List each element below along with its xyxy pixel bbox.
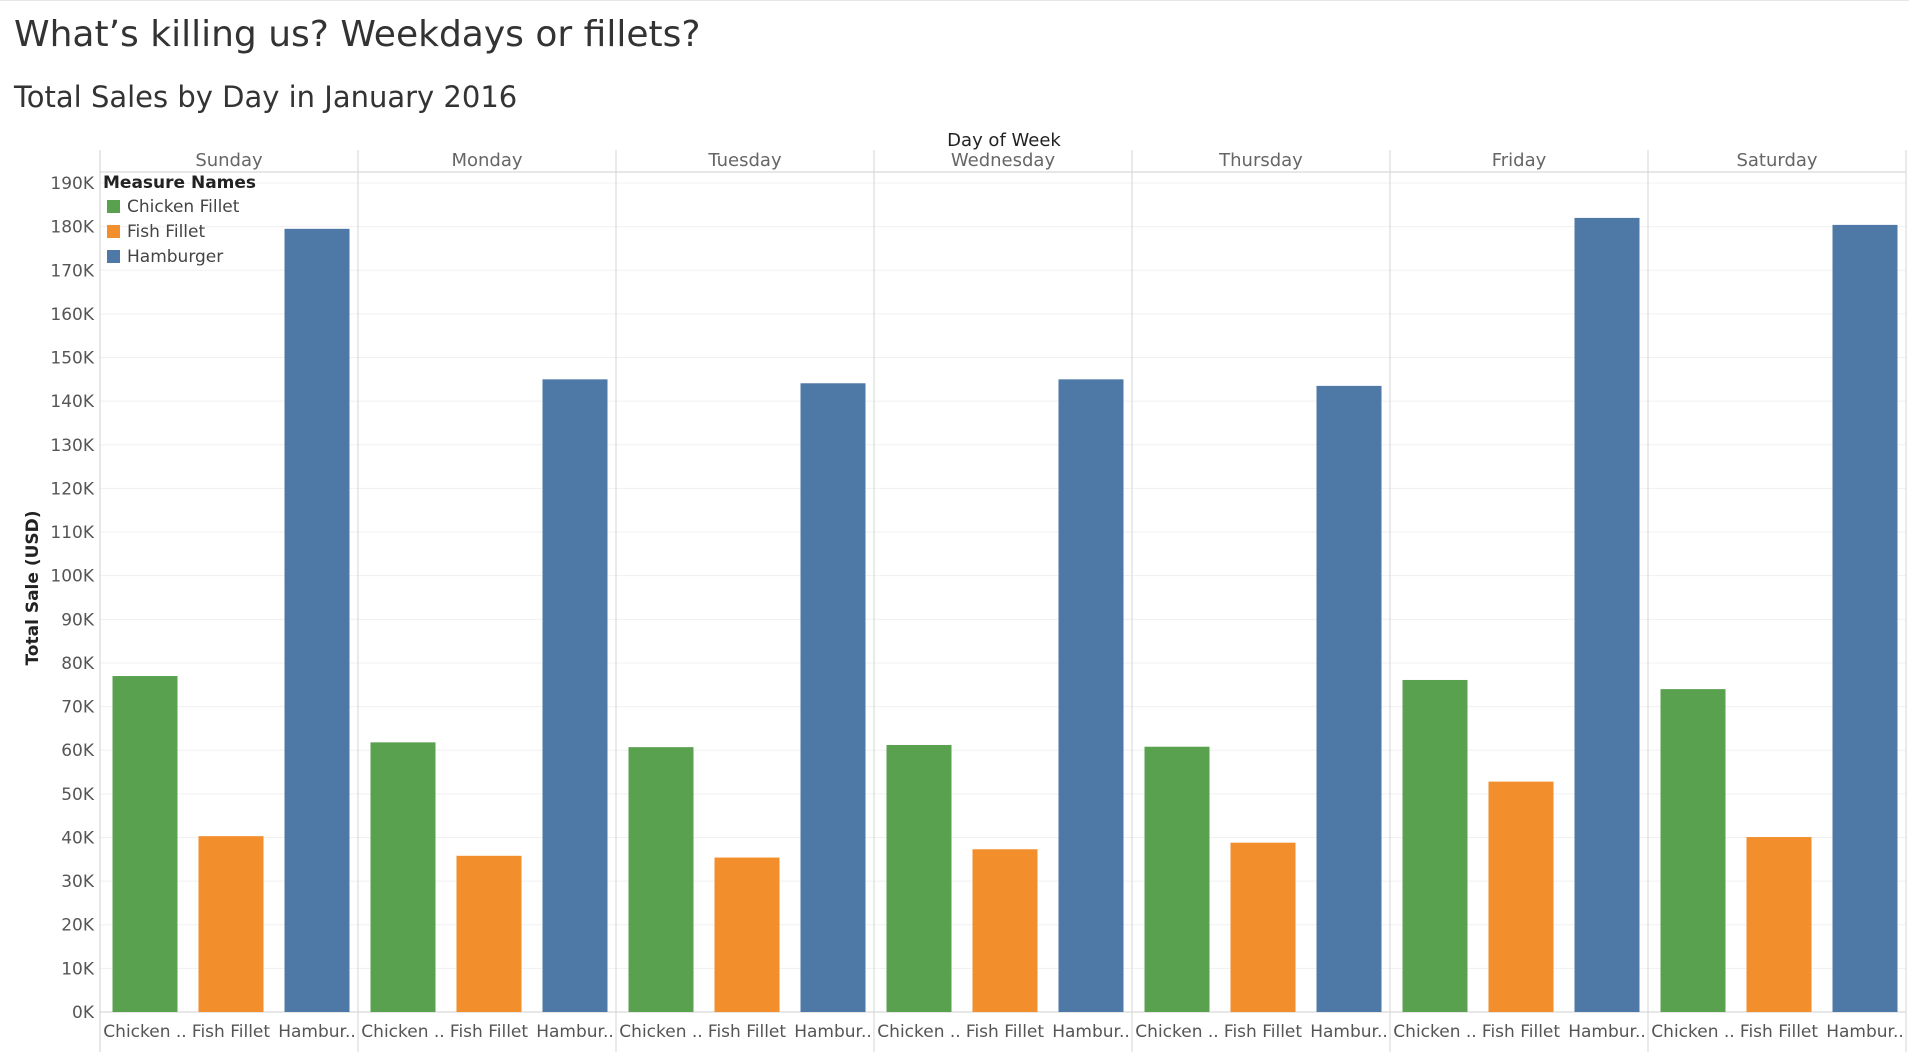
y-tick-label: 100K: [50, 567, 94, 587]
bar-category-label: Hambur..: [1826, 1022, 1904, 1042]
y-tick-label: 60K: [61, 741, 95, 761]
bar-category-label: Hambur..: [794, 1022, 872, 1042]
day-header: Wednesday: [951, 150, 1056, 171]
dashboard-title: What’s killing us? Weekdays or fillets?: [14, 14, 701, 55]
top-divider: [0, 0, 1909, 1]
y-tick-label: 150K: [50, 349, 94, 369]
y-tick-label: 190K: [50, 174, 94, 194]
day-header: Thursday: [1218, 150, 1303, 171]
y-tick-label: 0K: [72, 1003, 95, 1023]
bar-hamburger[interactable]: [542, 379, 608, 1012]
bar-chicken-fillet[interactable]: [886, 744, 952, 1012]
bar-hamburger[interactable]: [800, 383, 866, 1013]
y-tick-label: 80K: [61, 654, 95, 674]
bar-chicken-fillet[interactable]: [1402, 679, 1468, 1012]
day-header: Saturday: [1736, 150, 1817, 171]
bar-category-label: Hambur..: [278, 1022, 356, 1042]
bar-category-label: Chicken ..: [619, 1022, 702, 1042]
bar-fish-fillet[interactable]: [714, 857, 780, 1012]
bar-category-label: Fish Fillet: [1224, 1022, 1302, 1042]
y-tick-label: 20K: [61, 916, 95, 936]
day-header: Tuesday: [707, 150, 782, 171]
bar-category-label: Chicken ..: [1135, 1022, 1218, 1042]
bar-category-label: Chicken ..: [361, 1022, 444, 1042]
bar-category-label: Fish Fillet: [708, 1022, 786, 1042]
bar-category-label: Fish Fillet: [1740, 1022, 1818, 1042]
bar-category-label: Chicken ..: [1393, 1022, 1476, 1042]
bar-hamburger[interactable]: [284, 228, 350, 1012]
y-tick-label: 130K: [50, 436, 94, 456]
day-header: Monday: [451, 150, 522, 171]
y-tick-label: 120K: [50, 479, 94, 499]
bar-hamburger[interactable]: [1574, 217, 1640, 1012]
bar-category-label: Fish Fillet: [966, 1022, 1044, 1042]
bar-fish-fillet[interactable]: [972, 849, 1038, 1012]
bar-category-label: Hambur..: [1568, 1022, 1646, 1042]
y-tick-label: 30K: [61, 872, 95, 892]
y-tick-label: 40K: [61, 828, 95, 848]
bar-fish-fillet[interactable]: [1488, 781, 1554, 1012]
bar-category-label: Fish Fillet: [1482, 1022, 1560, 1042]
bar-fish-fillet[interactable]: [1230, 842, 1296, 1012]
bar-category-label: Fish Fillet: [450, 1022, 528, 1042]
legend-swatch: [107, 225, 120, 238]
y-tick-label: 110K: [50, 523, 94, 543]
bar-hamburger[interactable]: [1832, 224, 1898, 1012]
legend-swatch: [107, 200, 120, 213]
legend-swatch: [107, 250, 120, 263]
legend-item-label[interactable]: Fish Fillet: [127, 222, 205, 242]
bar-category-label: Hambur..: [536, 1022, 614, 1042]
chart-subtitle: Total Sales by Day in January 2016: [14, 80, 518, 114]
bar-hamburger[interactable]: [1058, 379, 1124, 1012]
day-header: Sunday: [195, 150, 263, 171]
y-axis-label: Total Sale (USD): [23, 510, 43, 665]
legend: Measure Names Chicken Fillet Fish Fillet Ha…: [103, 173, 256, 267]
y-tick-label: 50K: [61, 785, 95, 805]
bar-category-label: Chicken ..: [877, 1022, 960, 1042]
bar-chicken-fillet[interactable]: [112, 676, 178, 1012]
y-tick-label: 160K: [50, 305, 94, 325]
bar-hamburger[interactable]: [1316, 385, 1382, 1012]
bar-category-label: Chicken ..: [103, 1022, 186, 1042]
bar-category-label: Hambur..: [1052, 1022, 1130, 1042]
bar-fish-fillet[interactable]: [1746, 837, 1812, 1012]
bar-category-label: Chicken ..: [1651, 1022, 1734, 1042]
y-tick-label: 140K: [50, 392, 94, 412]
bar-chicken-fillet[interactable]: [1660, 689, 1726, 1012]
bar-category-label: Hambur..: [1310, 1022, 1388, 1042]
day-header: Friday: [1492, 150, 1547, 171]
column-header-label: Day of Week: [947, 130, 1061, 151]
bar-chicken-fillet[interactable]: [628, 747, 694, 1012]
legend-title: Measure Names: [103, 173, 256, 193]
y-tick-label: 180K: [50, 218, 94, 238]
y-tick-label: 170K: [50, 261, 94, 281]
y-tick-label: 90K: [61, 610, 95, 630]
bar-category-label: Fish Fillet: [192, 1022, 270, 1042]
bar-chicken-fillet[interactable]: [1144, 746, 1210, 1012]
y-tick-label: 10K: [61, 959, 95, 979]
legend-item-label[interactable]: Chicken Fillet: [127, 197, 240, 217]
bar-chicken-fillet[interactable]: [370, 742, 436, 1012]
bar-fish-fillet[interactable]: [198, 836, 264, 1012]
y-tick-label: 70K: [61, 698, 95, 718]
bar-fish-fillet[interactable]: [456, 855, 522, 1012]
legend-item-label[interactable]: Hamburger: [127, 247, 223, 267]
